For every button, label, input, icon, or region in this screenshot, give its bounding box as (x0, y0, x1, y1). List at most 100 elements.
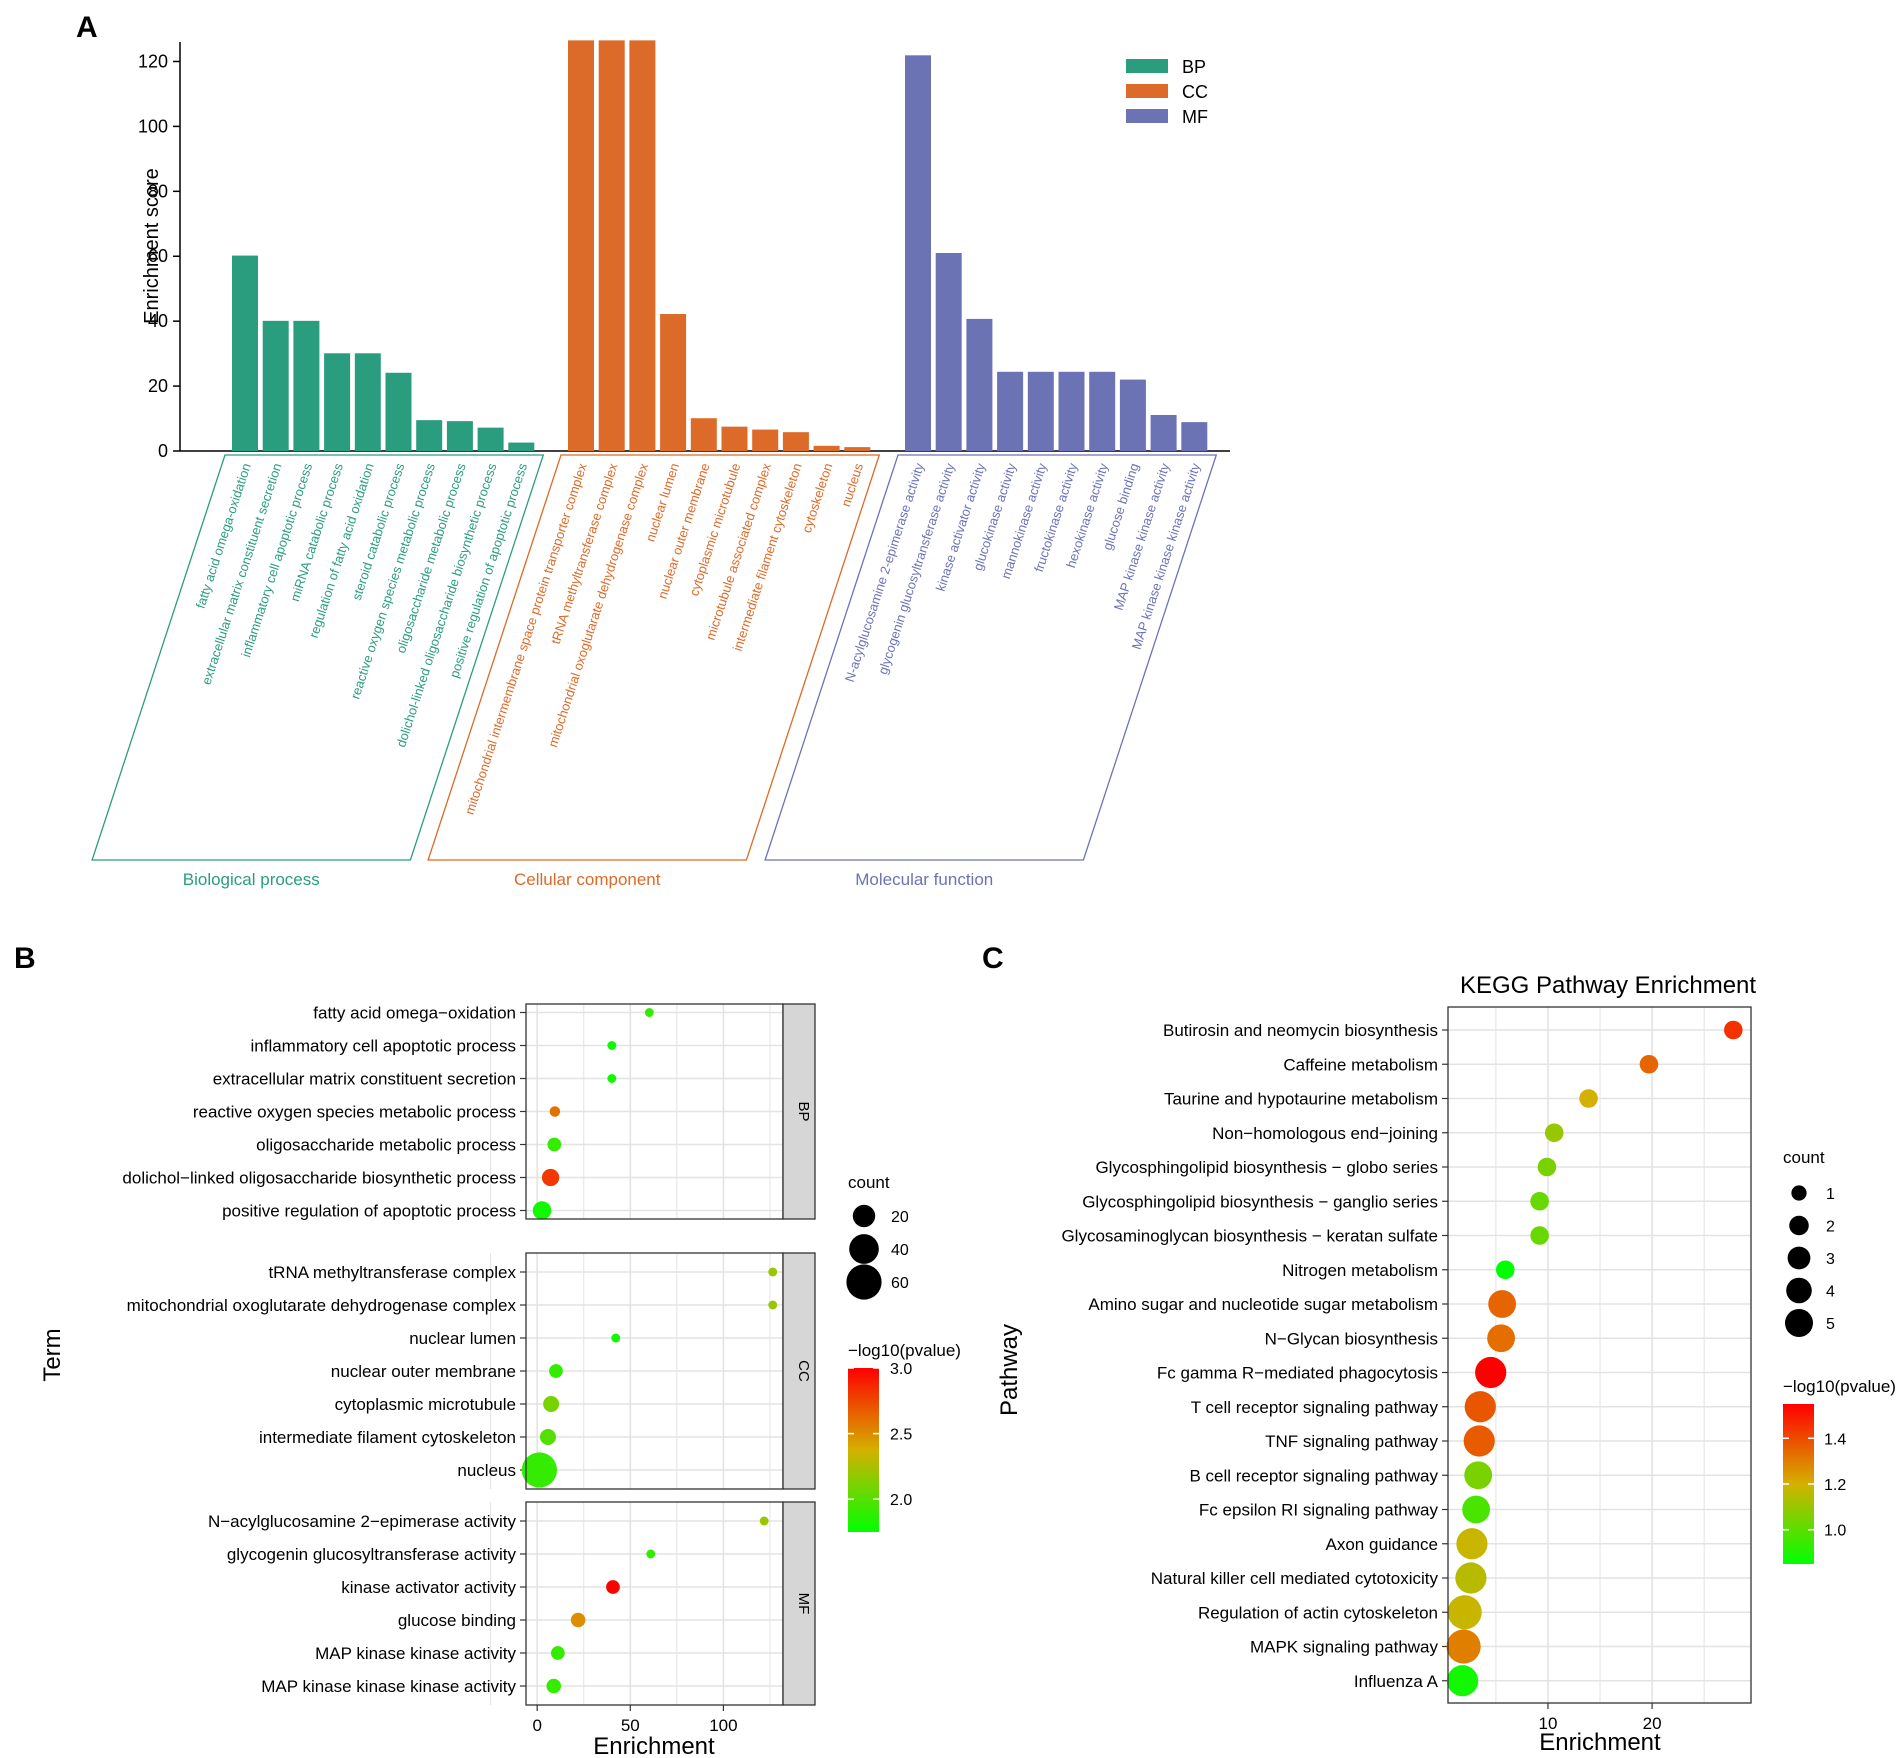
bar-cc (629, 40, 656, 451)
data-point (611, 1333, 621, 1343)
size-legend-label: 60 (891, 1275, 909, 1292)
bar-mf (997, 371, 1024, 451)
size-legend-label: 4 (1826, 1284, 1835, 1301)
panel-c-legend: count 1 2 3 4 5 −log10(pvalue) 1.0 1.2 1.4 (1783, 1148, 1896, 1564)
bar-mf (1027, 371, 1054, 451)
facet-strip (782, 1252, 816, 1490)
data-point (1537, 1157, 1557, 1177)
data-point (1579, 1089, 1598, 1108)
data-point (759, 1516, 769, 1526)
term-label: nucleus (457, 1461, 516, 1480)
data-point (1456, 1528, 1488, 1560)
group-box-cc (427, 454, 881, 861)
bar-bp (508, 442, 535, 451)
term-label: glucose binding (398, 1611, 516, 1630)
pathway-label: TNF signaling pathway (1265, 1432, 1438, 1451)
x-tick-label: 50 (621, 1716, 640, 1735)
size-legend-label: 3 (1826, 1251, 1835, 1268)
facet-strip (782, 1003, 816, 1220)
pathway-label: Glycosphingolipid biosynthesis − globo s… (1095, 1158, 1438, 1177)
bar-bp (354, 353, 381, 451)
size-legend-label: 2 (1826, 1219, 1835, 1236)
colorbar-tick-label: 3.0 (890, 1361, 912, 1378)
term-label: kinase activator activity (341, 1578, 516, 1597)
y-tick-label: 40 (148, 311, 168, 331)
panel-label-a: A (76, 11, 98, 44)
data-point (607, 1041, 617, 1050)
pathway-label: Fc epsilon RI signaling pathway (1199, 1501, 1439, 1520)
bar-bp (232, 255, 258, 451)
pathway-label: Amino sugar and nucleotide sugar metabol… (1088, 1295, 1438, 1314)
panel-c: C KEGG Pathway Enrichment Butirosin and n… (982, 942, 1896, 1756)
term-label: nuclear outer membrane (331, 1362, 516, 1381)
bar-cc (813, 445, 840, 451)
size-legend-dot (846, 1264, 882, 1300)
panel-b-plot: fatty acid omega−oxidation inflammatory c… (39, 1003, 816, 1758)
data-point (1530, 1226, 1549, 1245)
bar-mf (1181, 422, 1208, 451)
y-axis-title: Term (39, 1328, 66, 1381)
data-point (1446, 1629, 1481, 1664)
term-label: glycogenin glucosyltransferase activity (227, 1545, 517, 1564)
legend-swatch-cc (1126, 84, 1168, 98)
data-point (607, 1074, 617, 1083)
y-tick-label: 120 (138, 51, 168, 71)
facet-panel (526, 1502, 783, 1705)
size-legend-label: 20 (891, 1209, 909, 1226)
x-tick-label: 100 (709, 1716, 737, 1735)
y-tick-label: 20 (148, 376, 168, 396)
data-point (1447, 1595, 1482, 1630)
size-legend-title: count (848, 1173, 890, 1192)
chart-title: KEGG Pathway Enrichment (1460, 972, 1756, 999)
data-point (1488, 1290, 1517, 1318)
bar-bp (293, 320, 320, 451)
term-label: extracellular matrix constituent secreti… (213, 1070, 516, 1089)
term-label: nuclear lumen (409, 1329, 516, 1348)
group-name-cc: Cellular component (514, 870, 661, 889)
y-tick-label: 80 (148, 181, 168, 201)
y-axis-title: Pathway (996, 1324, 1023, 1416)
data-point (550, 1646, 565, 1660)
x-axis-title: Enrichment (1539, 1729, 1661, 1756)
panel-label-b: B (14, 942, 36, 975)
bar-cc (844, 447, 871, 451)
data-point (549, 1364, 563, 1378)
pathway-label: Influenza A (1354, 1672, 1439, 1691)
data-point (768, 1267, 778, 1277)
data-point (521, 1452, 558, 1488)
pathway-label: Non−homologous end−joining (1212, 1124, 1438, 1143)
data-point (1495, 1260, 1515, 1280)
bar-mf (905, 55, 931, 452)
term-label: intermediate filament cytoskeleton (259, 1428, 516, 1447)
panel-a-category-labels: fatty acid omega-oxidationextracellular … (91, 454, 1218, 889)
size-legend-dot (1786, 1277, 1812, 1304)
panel-b: B fatty acid omega−oxidation inflammatory… (14, 942, 961, 1758)
panel-a-legend: BP CC MF (1126, 57, 1208, 127)
bar-cc (568, 40, 594, 451)
term-label: fatty acid omega−oxidation (313, 1004, 516, 1023)
panel-label-c: C (982, 942, 1004, 975)
bar-cc (752, 429, 779, 451)
data-point (606, 1580, 620, 1594)
size-legend-dot (1787, 1246, 1811, 1270)
term-label: mitochondrial oxoglutarate dehydrogenase… (127, 1296, 517, 1315)
data-point (646, 1549, 656, 1559)
pathway-label: Caffeine metabolism (1283, 1055, 1438, 1074)
term-label: MAP kinase kinase activity (315, 1644, 516, 1663)
pathway-label: Glycosphingolipid biosynthesis − ganglio… (1082, 1192, 1438, 1211)
data-point (546, 1678, 562, 1694)
size-legend-dot (1791, 1185, 1807, 1201)
bar-mf (1119, 379, 1146, 451)
term-label: MAP kinase kinase kinase activity (261, 1677, 516, 1696)
legend-label-bp: BP (1182, 57, 1206, 77)
pathway-label: B cell receptor signaling pathway (1189, 1466, 1438, 1485)
plot-border (1447, 1006, 1752, 1704)
data-point (644, 1008, 654, 1017)
bar-cc (598, 40, 625, 451)
group-box-mf (764, 454, 1218, 861)
term-label: positive regulation of apoptotic process (222, 1202, 516, 1221)
data-point (1464, 1461, 1493, 1490)
category-label: nucleus (838, 461, 866, 509)
pathway-label: T cell receptor signaling pathway (1191, 1398, 1439, 1417)
